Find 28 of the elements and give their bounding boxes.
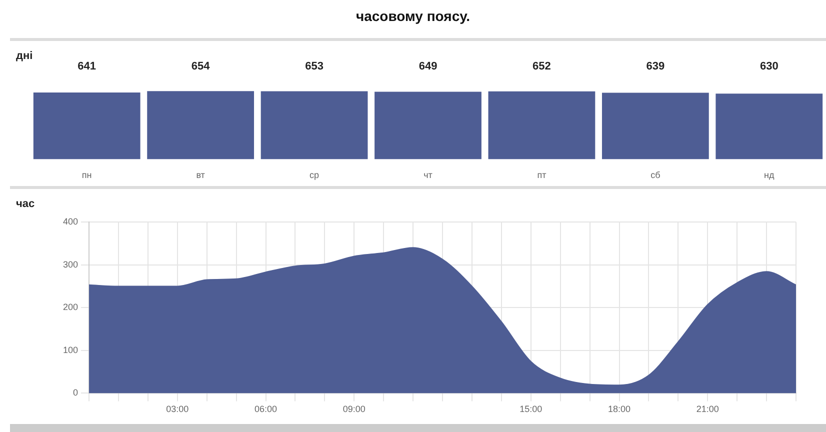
- x-tick-label: 21:00: [696, 404, 719, 414]
- data-label: 654: [191, 60, 211, 73]
- x-tick-label: 03:00: [166, 404, 189, 414]
- x-tick-label: 09:00: [342, 404, 366, 414]
- y-tick-label: 300: [62, 259, 78, 270]
- y-tick-label: 0: [73, 388, 78, 398]
- y-tick-label: 400: [62, 216, 78, 226]
- y-axis-title: час: [16, 198, 35, 210]
- data-label: 630: [760, 60, 778, 73]
- x-tick-label: сб: [650, 170, 660, 180]
- data-label: 649: [418, 60, 438, 73]
- x-tick-label: вт: [196, 170, 205, 180]
- data-label: 641: [78, 60, 96, 73]
- x-tick-label: пн: [82, 170, 92, 180]
- x-tick-label: пт: [537, 170, 546, 180]
- y-tick-label: 100: [62, 344, 78, 355]
- data-label: 639: [646, 60, 665, 73]
- x-tick-label: 06:00: [254, 404, 278, 414]
- data-label: 652: [532, 60, 551, 73]
- data-label: 653: [305, 60, 324, 73]
- x-tick-label: чт: [424, 170, 432, 180]
- x-tick-label: 18:00: [608, 404, 631, 414]
- y-tick-label: 200: [62, 302, 78, 312]
- chart-title: часовому поясу.: [354, 8, 472, 24]
- x-tick-label: 15:00: [520, 404, 542, 414]
- y-axis-title: дні: [16, 50, 33, 62]
- x-tick-label: нд: [764, 170, 775, 180]
- x-tick-label: ср: [310, 170, 320, 180]
